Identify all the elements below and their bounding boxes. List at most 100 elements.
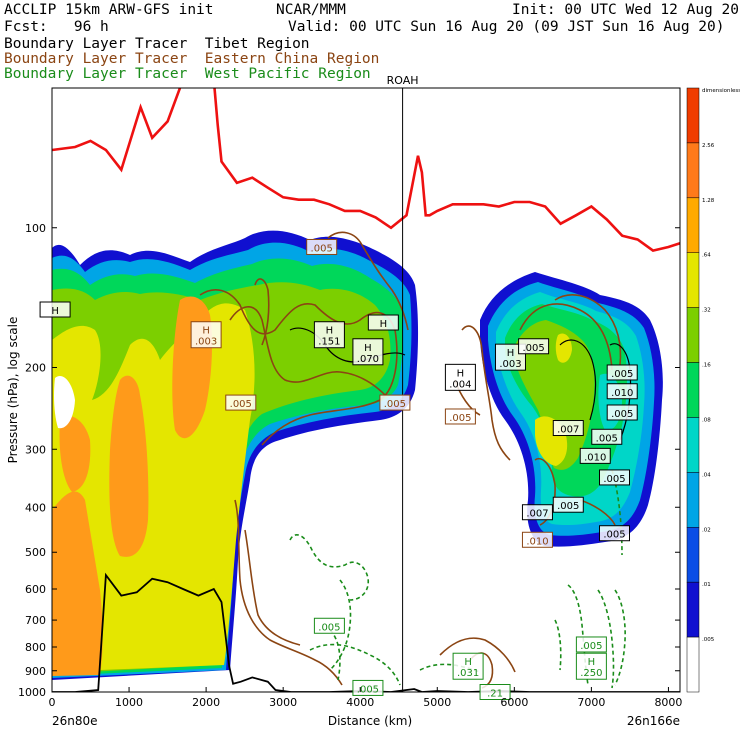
colorbar-swatch	[686, 527, 700, 583]
contour-label-text: .005	[611, 409, 633, 420]
tracer-shade-clear	[54, 376, 75, 429]
contour-brown-6	[244, 529, 301, 646]
legend-west-pacific: Boundary Layer Tracer West Pacific Regio…	[4, 66, 371, 82]
colorbar-label: 1.28	[702, 198, 715, 204]
contour-label-text: .005	[311, 243, 333, 254]
x-tick-label: 7000	[577, 696, 605, 709]
left-endpoint-label: 26n80e	[52, 714, 98, 728]
contour-label: H.250	[575, 652, 607, 680]
x-tick-label: 2000	[192, 696, 220, 709]
tracer-shade-orange4	[59, 416, 91, 492]
colorbar-label: .32	[702, 308, 711, 314]
colorbar-swatch	[686, 581, 700, 638]
contour-label-text: .007	[526, 509, 548, 520]
contour-label: H.004	[444, 363, 476, 391]
contour-brown-5	[234, 499, 343, 686]
y-tick-label: 500	[25, 546, 46, 559]
contour-black-1	[289, 327, 406, 363]
y-tick-label: 700	[25, 614, 46, 627]
contour-brown-9	[519, 303, 613, 371]
contour-label-text: .005	[596, 433, 618, 444]
contour-label: H.151	[313, 321, 345, 349]
contour-label: .005	[352, 679, 384, 696]
colorbar-label: .16	[702, 363, 711, 369]
contour-label: .005	[591, 428, 623, 445]
contour-brown-7	[461, 325, 511, 461]
contour-brown-10	[554, 294, 622, 366]
colorbar-swatch	[686, 197, 700, 253]
header-center: NCAR/MMM	[276, 2, 346, 18]
tracer-shade-orange2	[109, 375, 149, 557]
contour-label-text: H	[507, 348, 515, 359]
tracer-shade-orange	[52, 491, 103, 676]
header-valid: Valid: 00 UTC Sun 16 Aug 20 (09 JST Sun …	[288, 19, 725, 35]
colorbar-label: .08	[702, 417, 711, 423]
colorbar-swatch	[686, 472, 700, 528]
contour-brown-2	[229, 306, 386, 396]
legend-tibet: Boundary Layer Tracer Tibet Region	[4, 36, 310, 52]
x-tick-label: 3000	[269, 696, 297, 709]
colorbar-label: .005	[702, 637, 715, 643]
contour-label-text: .005	[318, 622, 340, 633]
contour-label-text: .005	[230, 399, 252, 410]
contour-label: .005	[599, 525, 631, 542]
contour-labels: H.003H.151H.070.005.005.005H.004.005H.00…	[39, 238, 638, 700]
contour-label: .21	[479, 684, 511, 700]
roah-marker-label: ROAH	[387, 74, 419, 87]
contour-label-text: .003	[195, 337, 217, 348]
contour-green-9	[419, 663, 481, 673]
contour-label-text: H	[457, 368, 465, 379]
x-axis: 0 1000 2000 3000 4000 5000 6000 7000 8000	[49, 687, 682, 709]
contour-label-text: .070	[357, 354, 379, 365]
contour-label: .005	[225, 394, 257, 411]
contour-label-text: .003	[499, 359, 521, 370]
contour-label: H	[39, 301, 71, 318]
legend-eastern-china: Boundary Layer Tracer Eastern China Regi…	[4, 51, 380, 67]
contour-label-text: .031	[457, 668, 479, 679]
contour-label-text: .005	[603, 474, 625, 485]
contour-label: H.003	[494, 343, 526, 371]
colorbar-label: .64	[702, 253, 711, 259]
y-tick-label: 800	[25, 641, 46, 654]
contour-label: .007	[521, 504, 553, 521]
contour-label: .010	[521, 531, 553, 548]
contour-label: H.003	[190, 321, 222, 349]
y-tick-label: 1000	[18, 686, 46, 699]
contour-green-1	[289, 534, 370, 601]
contour-label-text: H	[588, 657, 596, 668]
contour-label-text: H	[380, 319, 388, 330]
y-tick-label: 400	[25, 501, 46, 514]
y-axis: 100 200 300 400 500 600 700 800 900 1000	[18, 222, 680, 699]
y-tick-label: 100	[25, 222, 46, 235]
contour-label-text: .004	[449, 379, 471, 390]
contour-label-text: .005	[357, 684, 379, 695]
colorbar-label: .02	[702, 527, 711, 533]
y-tick-label: 900	[25, 665, 46, 678]
contour-label-text: .007	[557, 425, 579, 436]
colorbar-label: dimensionless	[702, 88, 740, 94]
y-tick-label: 300	[25, 443, 46, 456]
shading-layer	[52, 230, 663, 681]
y-axis-label: Pressure (hPa), log scale	[6, 317, 20, 464]
colorbar-swatch	[686, 307, 700, 363]
contour-label-text: .250	[580, 668, 602, 679]
x-tick-label: 0	[49, 696, 56, 709]
tropopause-line	[52, 88, 680, 253]
contour-label: .005	[306, 238, 338, 255]
contour-label: H.031	[452, 652, 484, 680]
contour-label: .005	[606, 404, 638, 421]
x-tick-label: 8000	[654, 696, 682, 709]
right-endpoint-label: 26n166e	[627, 714, 680, 728]
contour-label-text: .005	[580, 641, 602, 652]
contour-label: H	[367, 314, 399, 331]
contour-label: .005	[552, 496, 584, 513]
contour-green-7	[554, 619, 562, 671]
x-tick-label: 6000	[500, 696, 528, 709]
colorbar-swatch	[686, 362, 700, 418]
contour-label: .005	[518, 338, 550, 355]
contour-label-text: .005	[522, 343, 544, 354]
colorbar-swatch	[686, 252, 700, 308]
contour-label-text: H	[364, 343, 372, 354]
contour-label: .005	[575, 636, 607, 653]
contour-label: .005	[606, 364, 638, 381]
